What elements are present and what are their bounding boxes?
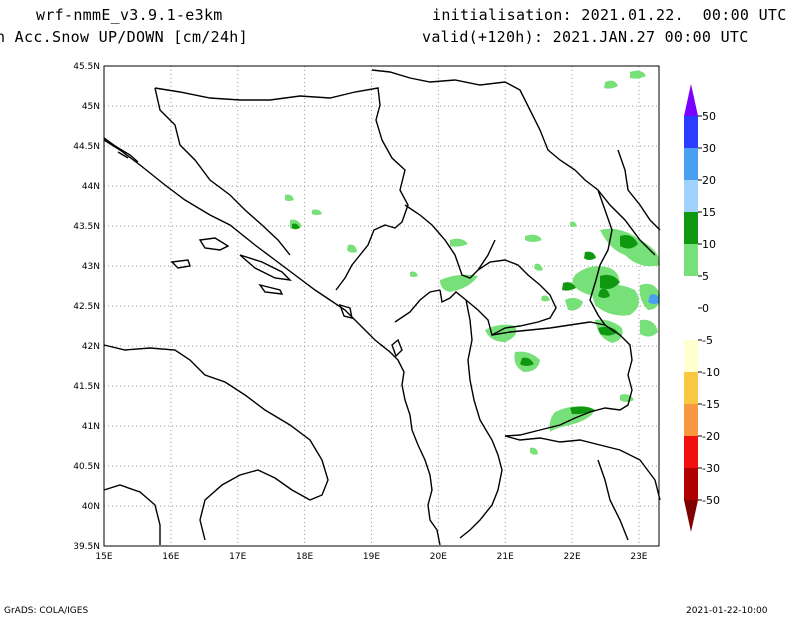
colorbar-box	[684, 468, 698, 500]
colorbar-box	[684, 116, 698, 148]
lat-tick-label: 44.5N	[73, 142, 100, 152]
lat-tick-label: 39.5N	[73, 542, 100, 552]
colorbar-box	[684, 404, 698, 436]
footer-credit: GrADS: COLA/IGES	[4, 606, 89, 616]
init-time: initialisation: 2021.01.22. 00:00 UTC	[432, 6, 787, 24]
colorbar-label: -30	[702, 462, 720, 475]
colorbar-box	[684, 276, 698, 308]
lat-tick-label: 45.5N	[73, 62, 100, 72]
colorbar-box	[684, 180, 698, 212]
colorbar-label: -5	[702, 334, 713, 347]
lon-tick-label: 16E	[162, 552, 179, 562]
colorbar-top-arrow	[684, 84, 698, 116]
colorbar-label: -20	[702, 430, 720, 443]
lat-tick-label: 43N	[82, 262, 100, 272]
lon-tick-label: 21E	[497, 552, 514, 562]
lat-tick-label: 42.5N	[73, 302, 100, 312]
colorbar-label: -15	[702, 398, 720, 411]
lat-tick-label: 43.5N	[73, 222, 100, 232]
lon-tick-label: 22E	[564, 552, 581, 562]
colorbar-label: -50	[702, 494, 720, 507]
colorbar-label: 20	[702, 174, 716, 187]
colorbar-box	[684, 148, 698, 180]
country-borders	[103, 69, 661, 546]
colorbar-bottom-arrow	[684, 500, 698, 532]
colorbar-box	[684, 212, 698, 244]
lon-tick-labels: 15E 16E 17E 18E 19E 20E 21E 22E 23E	[95, 552, 647, 562]
colorbar-label: 50	[702, 110, 716, 123]
colorbar-box	[684, 340, 698, 372]
lat-tick-label: 40N	[82, 502, 100, 512]
colorbar-label: 15	[702, 206, 716, 219]
footer-timestamp: 2021-01-22-10:00	[686, 606, 768, 616]
colorbar-label: 10	[702, 238, 716, 251]
map-frame	[103, 65, 660, 547]
lat-tick-labels: 39.5N 40N 40.5N 41N 41.5N 42N 42.5N 43N 43.5N 44N…	[73, 62, 100, 552]
lon-tick-label: 17E	[229, 552, 246, 562]
colorbar-label: 0	[702, 302, 709, 315]
lat-tick-label: 40.5N	[73, 462, 100, 472]
lat-tick-label: 44N	[82, 182, 100, 192]
model-title: wrf-nmmE_v3.9.1-e3km	[36, 6, 223, 24]
colorbar-box	[684, 372, 698, 404]
field-title: n Acc.Snow UP/DOWN [cm/24h]	[0, 28, 248, 46]
gridlines	[104, 66, 659, 546]
colorbar-box	[684, 436, 698, 468]
colorbar-label: 30	[702, 142, 716, 155]
lon-tick-label: 15E	[95, 552, 112, 562]
lon-tick-label: 23E	[630, 552, 647, 562]
lat-tick-label: 42N	[82, 342, 100, 352]
snow-areas	[285, 70, 660, 455]
colorbar-box	[684, 244, 698, 276]
lon-tick-label: 18E	[296, 552, 313, 562]
colorbar-label: 5	[702, 270, 709, 283]
lat-tick-label: 45N	[82, 102, 100, 112]
colorbar-label: -10	[702, 366, 720, 379]
lon-tick-label: 20E	[430, 552, 447, 562]
lat-tick-label: 41.5N	[73, 382, 100, 392]
colorbar-box	[684, 308, 698, 340]
lat-tick-label: 41N	[82, 422, 100, 432]
valid-time: valid(+120h): 2021.JAN.27 00:00 UTC	[422, 28, 749, 46]
lon-tick-label: 19E	[363, 552, 380, 562]
